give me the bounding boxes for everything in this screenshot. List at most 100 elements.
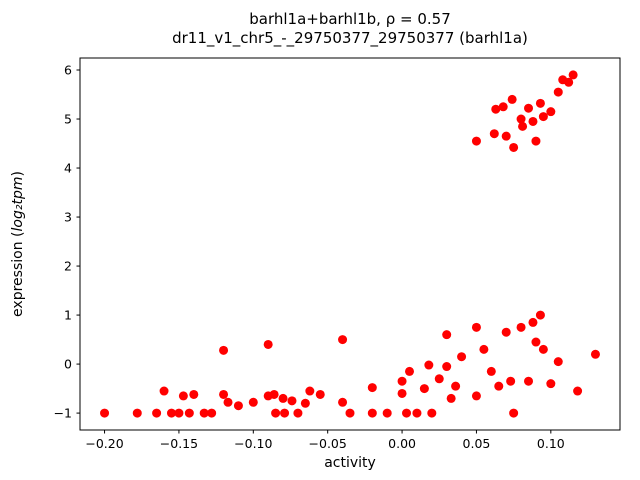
scatter-point xyxy=(590,349,600,359)
scatter-point xyxy=(263,339,273,349)
scatter-point xyxy=(498,102,508,112)
scatter-point xyxy=(219,389,229,399)
y-axis-label-suffix: ) xyxy=(10,171,26,176)
axis-ticks: −0.20 −0.15 −0.10 −0.05 0.00 0.05 0.10 −1 0 1 2 3 4 5… xyxy=(54,63,565,451)
scatter-point xyxy=(397,388,407,398)
scatter-point xyxy=(531,337,541,347)
scatter-points xyxy=(100,70,600,418)
plot-subtitle: dr11_v1_chr5_-_29750377_29750377 (barhl1… xyxy=(172,29,528,48)
scatter-point xyxy=(479,344,489,354)
x-tick-label: 0.10 xyxy=(537,436,565,451)
x-axis-label: activity xyxy=(324,455,376,471)
scatter-point xyxy=(427,408,437,418)
y-tick-label: 2 xyxy=(64,259,72,274)
scatter-point xyxy=(471,322,481,332)
scatter-point xyxy=(573,386,583,396)
scatter-point xyxy=(442,330,452,340)
scatter-point xyxy=(271,408,281,418)
x-tick-label: −0.20 xyxy=(85,436,123,451)
scatter-point xyxy=(412,408,422,418)
y-axis-label: expression (log₂tpm) xyxy=(10,171,26,317)
scatter-point xyxy=(402,408,412,418)
scatter-point xyxy=(338,335,348,345)
scatter-point xyxy=(564,77,574,87)
y-tick-label: 6 xyxy=(64,63,72,78)
scatter-point xyxy=(293,408,303,418)
scatter-point xyxy=(546,107,556,117)
scatter-point xyxy=(315,389,325,399)
scatter-point xyxy=(506,376,516,386)
scatter-point xyxy=(528,317,538,327)
scatter-point xyxy=(199,408,209,418)
scatter-point xyxy=(397,376,407,386)
plot-frame xyxy=(79,57,621,431)
scatter-point xyxy=(345,408,355,418)
scatter-point xyxy=(516,114,526,124)
scatter-point xyxy=(538,112,548,122)
scatter-point xyxy=(457,352,467,362)
scatter-point xyxy=(233,401,243,411)
scatter-point xyxy=(219,345,229,355)
x-tick-label: −0.10 xyxy=(234,436,272,451)
scatter-point xyxy=(132,408,142,418)
scatter-point xyxy=(507,94,517,104)
x-tick-label: 0.00 xyxy=(388,436,416,451)
scatter-point xyxy=(531,136,541,146)
x-tick-label: −0.05 xyxy=(309,436,347,451)
scatter-point xyxy=(494,381,504,391)
scatter-point xyxy=(524,376,534,386)
scatter-point xyxy=(287,396,297,406)
scatter-point xyxy=(471,136,481,146)
scatter-point xyxy=(538,344,548,354)
y-tick-label: 3 xyxy=(64,210,72,225)
scatter-point xyxy=(509,408,519,418)
x-tick-label: −0.15 xyxy=(160,436,198,451)
scatter-point xyxy=(405,366,415,376)
scatter-point xyxy=(471,391,481,401)
scatter-point xyxy=(419,384,429,394)
scatter-point xyxy=(152,408,162,418)
scatter-point xyxy=(166,408,176,418)
scatter-point xyxy=(305,386,315,396)
scatter-point xyxy=(553,357,563,367)
scatter-point xyxy=(248,397,258,407)
y-tick-label: 0 xyxy=(64,357,72,372)
scatter-point xyxy=(184,408,194,418)
scatter-point xyxy=(568,70,578,80)
scatter-point xyxy=(178,391,188,401)
plot-title: barhl1a+barhl1b, ρ = 0.57 xyxy=(249,10,451,28)
scatter-point xyxy=(535,98,545,108)
scatter-point xyxy=(501,131,511,141)
scatter-point xyxy=(269,389,279,399)
scatter-point xyxy=(174,408,184,418)
scatter-point xyxy=(442,362,452,372)
scatter-point xyxy=(509,142,519,152)
y-tick-label: 5 xyxy=(64,112,72,127)
scatter-point xyxy=(382,408,392,418)
scatter-point xyxy=(446,393,456,403)
y-tick-label: 4 xyxy=(64,161,72,176)
scatter-point xyxy=(424,360,434,370)
scatter-point xyxy=(278,393,288,403)
scatter-point xyxy=(501,327,511,337)
scatter-point xyxy=(451,381,461,391)
scatter-point xyxy=(518,121,528,131)
scatter-point xyxy=(207,408,217,418)
y-tick-label: 1 xyxy=(64,308,72,323)
scatter-point xyxy=(553,87,563,97)
scatter-point xyxy=(367,408,377,418)
scatter-point xyxy=(100,408,110,418)
scatter-point xyxy=(491,104,501,114)
scatter-point xyxy=(280,408,290,418)
scatter-point xyxy=(546,379,556,389)
scatter-point xyxy=(223,397,233,407)
scatter-point xyxy=(524,103,534,113)
scatter-point xyxy=(535,310,545,320)
scatter-point xyxy=(489,129,499,139)
scatter-point xyxy=(367,383,377,393)
scatter-point xyxy=(528,116,538,126)
scatter-point xyxy=(300,398,310,408)
scatter-point xyxy=(338,397,348,407)
scatter-point xyxy=(159,386,169,396)
